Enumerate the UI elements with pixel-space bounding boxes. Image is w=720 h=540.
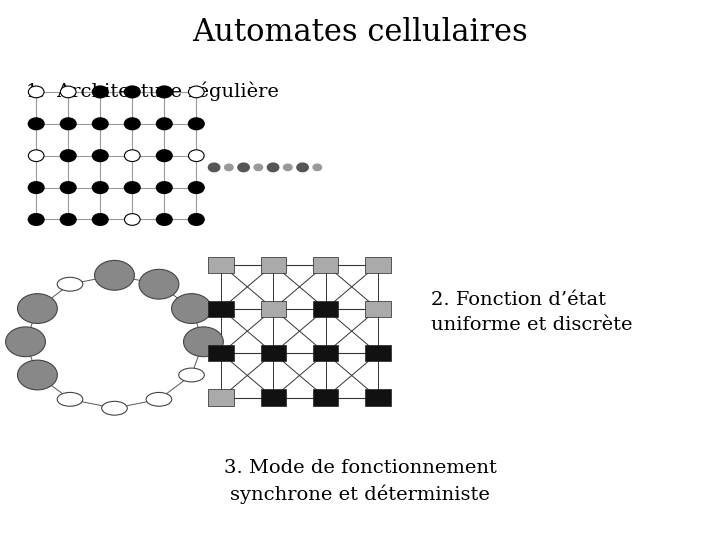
Circle shape [313,164,322,171]
Circle shape [17,360,58,390]
Bar [208,345,234,361]
Ellipse shape [179,368,204,382]
Circle shape [60,214,76,225]
Circle shape [125,150,140,161]
Circle shape [60,118,76,130]
Circle shape [28,118,44,130]
Ellipse shape [57,393,83,406]
Circle shape [156,150,172,161]
Text: 3. Mode de fonctionnement
synchrone et déterministe: 3. Mode de fonctionnement synchrone et d… [224,459,496,504]
Circle shape [254,164,263,171]
Text: 2. Fonction d’état
uniforme et discrète: 2. Fonction d’état uniforme et discrète [431,291,633,334]
Bar [365,301,391,317]
Circle shape [189,86,204,98]
Ellipse shape [146,393,172,406]
Bar [208,389,234,406]
Circle shape [92,214,108,225]
Circle shape [17,294,58,323]
Bar [261,345,287,361]
Bar [312,389,338,406]
Circle shape [92,182,108,193]
Bar [365,345,391,361]
Circle shape [189,118,204,130]
Circle shape [28,86,44,98]
Circle shape [284,164,292,171]
Circle shape [92,150,108,161]
Text: Automates cellulaires: Automates cellulaires [192,17,528,49]
Circle shape [28,182,44,193]
Circle shape [92,118,108,130]
Bar [261,389,287,406]
Circle shape [60,86,76,98]
Circle shape [125,182,140,193]
Bar [312,256,338,273]
Circle shape [156,86,172,98]
Circle shape [184,327,223,356]
Circle shape [125,118,140,130]
Bar [261,301,287,317]
Circle shape [92,86,108,98]
Circle shape [125,86,140,98]
Bar [312,345,338,361]
Text: 1.  Architecture régulière: 1. Architecture régulière [25,81,279,101]
Bar [365,256,391,273]
Circle shape [28,150,44,161]
Bar [208,256,234,273]
Circle shape [6,327,45,356]
Circle shape [171,294,212,323]
Circle shape [28,214,44,225]
Circle shape [189,150,204,161]
Circle shape [60,150,76,161]
Circle shape [297,163,308,172]
Circle shape [156,214,172,225]
Bar [208,301,234,317]
Ellipse shape [57,278,83,291]
Bar [312,301,338,317]
Circle shape [225,164,233,171]
Circle shape [156,182,172,193]
Circle shape [125,214,140,225]
Bar [261,256,287,273]
Circle shape [156,118,172,130]
Circle shape [189,182,204,193]
Circle shape [60,182,76,193]
Circle shape [208,163,220,172]
Circle shape [139,269,179,299]
Bar [365,389,391,406]
Circle shape [267,163,279,172]
Ellipse shape [102,401,127,415]
Circle shape [94,260,135,290]
Circle shape [189,214,204,225]
Circle shape [238,163,249,172]
